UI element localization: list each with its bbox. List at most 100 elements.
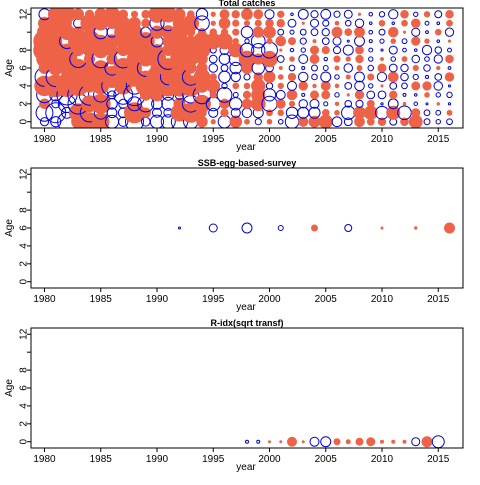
negative-residual-bubble (140, 116, 151, 127)
positive-residual-bubble (389, 90, 398, 100)
negative-residual-bubble (322, 65, 329, 71)
positive-residual-bubble (331, 26, 343, 38)
y-tick-label: 12 (19, 168, 30, 180)
negative-residual-bubble (308, 106, 321, 119)
negative-residual-bubble (435, 92, 441, 98)
positive-residual-bubble (411, 81, 421, 91)
negative-residual-bubble (411, 437, 421, 447)
y-tick-label: 6 (19, 385, 30, 391)
y-tick-label: 6 (19, 65, 30, 71)
y-tick-label: 0 (19, 279, 30, 285)
positive-residual-bubble (424, 38, 430, 44)
negative-residual-bubble (344, 224, 353, 232)
negative-residual-bubble (284, 114, 300, 128)
positive-residual-bubble (231, 10, 240, 19)
positive-residual-bubble (444, 222, 455, 234)
negative-residual-bubble (311, 73, 318, 81)
negative-residual-bubble (290, 12, 294, 17)
positive-residual-bubble (118, 9, 129, 20)
negative-residual-bubble (287, 80, 297, 91)
positive-residual-bubble (391, 439, 396, 444)
positive-residual-bubble (277, 109, 285, 117)
positive-residual-bubble (321, 90, 331, 100)
negative-residual-bubble (298, 99, 308, 109)
negative-residual-bubble (320, 71, 332, 83)
positive-residual-bubble (311, 224, 318, 232)
negative-residual-bubble (323, 56, 328, 62)
negative-residual-bubble (297, 106, 310, 119)
positive-residual-bubble (253, 72, 263, 82)
positive-residual-bubble (266, 38, 273, 45)
negative-residual-bubble (45, 102, 67, 124)
positive-residual-bubble (210, 20, 216, 26)
negative-residual-bubble (431, 435, 445, 448)
positive-residual-bubble (289, 56, 295, 62)
positive-residual-bubble (150, 43, 164, 57)
x-tick-label: 1980 (33, 294, 56, 305)
positive-residual-bubble (380, 57, 384, 61)
plot-frame (30, 167, 464, 289)
positive-residual-bubble (333, 55, 341, 63)
positive-residual-bubble (220, 28, 229, 36)
positive-residual-bubble (320, 80, 331, 91)
y-axis-label: Age (4, 379, 15, 397)
positive-residual-bubble (366, 437, 376, 447)
positive-residual-bubble (377, 63, 387, 73)
negative-residual-bubble (425, 30, 429, 35)
negative-residual-bubble (421, 44, 433, 56)
negative-residual-bubble (388, 9, 399, 20)
positive-residual-bubble (422, 81, 432, 91)
negative-residual-bubble (220, 64, 229, 72)
positive-residual-bubble (421, 436, 433, 448)
negative-residual-bubble (423, 109, 431, 117)
chart-title: R-idx(sqrt transf) (210, 318, 283, 328)
positive-residual-bubble (196, 116, 208, 128)
positive-residual-bubble (401, 19, 408, 27)
y-tick-label: 0 (19, 439, 30, 445)
positive-residual-bubble (218, 17, 231, 30)
x-axis-label: year (236, 462, 256, 473)
negative-residual-bubble (424, 20, 430, 26)
positive-residual-bubble (104, 8, 120, 23)
negative-residual-bubble (218, 70, 231, 84)
chart-panel-3: 1980 1985 1990 1995 2000 2005 2010 2015 0 2 4 6 8 12 R… (4, 318, 464, 473)
positive-residual-bubble (310, 90, 319, 100)
positive-residual-bubble (312, 39, 317, 44)
negative-residual-bubble (285, 106, 299, 119)
y-tick-label: 4 (19, 83, 30, 89)
positive-residual-bubble (356, 65, 363, 71)
positive-residual-bubble (354, 90, 365, 100)
negative-residual-bubble (254, 118, 262, 126)
negative-residual-bubble (354, 35, 365, 47)
positive-residual-bubble (232, 19, 240, 27)
negative-residual-bubble (400, 63, 409, 73)
negative-residual-bubble (106, 107, 118, 119)
x-tick-label: 2000 (258, 134, 281, 145)
y-axis-label: Age (4, 219, 15, 237)
negative-residual-bubble (344, 19, 352, 27)
negative-residual-bubble (412, 73, 419, 81)
positive-residual-bubble (288, 100, 296, 107)
positive-residual-bubble (380, 84, 384, 88)
positive-residual-bubble (446, 109, 453, 116)
positive-residual-bubble (309, 45, 320, 55)
positive-residual-bubble (242, 90, 252, 99)
negative-residual-bubble (400, 72, 409, 82)
negative-residual-bubble (368, 12, 374, 17)
negative-residual-bubble (245, 439, 249, 444)
positive-residual-bubble (353, 106, 366, 120)
positive-residual-bubble (266, 118, 273, 125)
negative-residual-bubble (287, 18, 297, 28)
negative-residual-bubble (401, 38, 408, 45)
positive-residual-bubble (279, 440, 283, 444)
negative-residual-bubble (446, 118, 453, 126)
negative-residual-bubble (334, 74, 340, 80)
positive-residual-bubble (220, 108, 229, 117)
negative-residual-bubble (230, 71, 241, 83)
negative-residual-bubble (241, 107, 253, 119)
positive-residual-bubble (173, 97, 186, 110)
positive-residual-bubble (445, 10, 454, 19)
positive-residual-bubble (210, 119, 216, 125)
y-tick-label: 8 (19, 47, 30, 53)
